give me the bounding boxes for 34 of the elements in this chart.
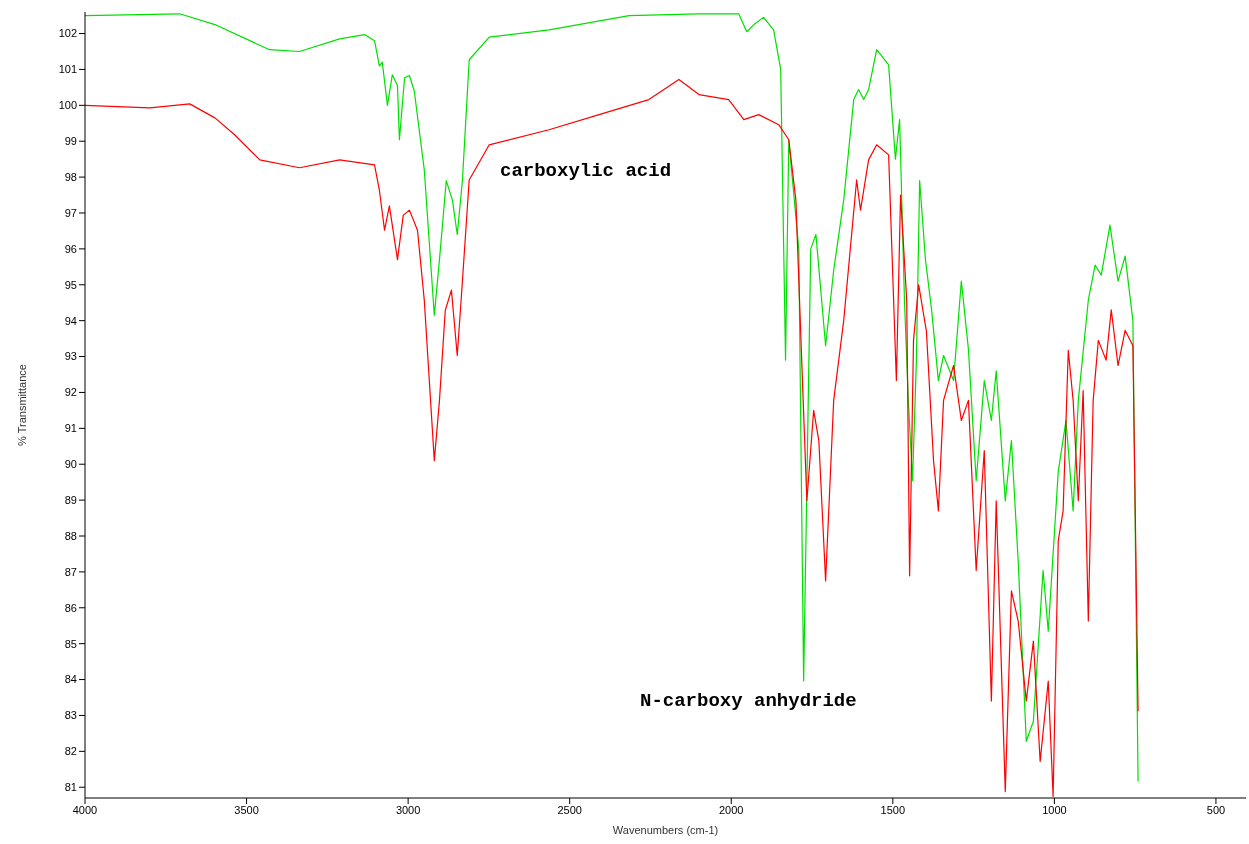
y-tick-label: 94 [64, 314, 77, 327]
y-tick-label: 93 [64, 350, 77, 363]
y-tick-label: 101 [58, 63, 77, 76]
annotation: N-carboxy anhydride [640, 690, 857, 712]
x-tick-label: 3500 [234, 803, 259, 816]
y-tick-label: 91 [64, 422, 77, 435]
x-tick-label: 1500 [880, 803, 906, 816]
y-tick-label: 84 [64, 673, 77, 686]
y-tick-label: 86 [64, 601, 77, 614]
x-tick-label: 2500 [557, 803, 582, 816]
x-tick-label: 1000 [1042, 803, 1067, 816]
x-tick-label: 500 [1206, 803, 1226, 816]
y-tick-label: 82 [64, 745, 77, 758]
y-tick-label: 99 [64, 135, 77, 148]
x-axis-title: Wavenumbers (cm-1) [612, 824, 719, 836]
y-tick-label: 96 [64, 242, 77, 255]
y-tick-label: 83 [64, 709, 77, 722]
annotation: carboxylic acid [500, 160, 672, 182]
y-tick-label: 81 [64, 781, 77, 794]
x-tick-label: 2000 [719, 803, 744, 816]
y-tick-label: 95 [64, 278, 77, 291]
y-tick-label: 87 [64, 565, 77, 578]
y-tick-label: 97 [64, 206, 77, 219]
y-tick-label: 92 [64, 386, 77, 399]
y-tick-label: 90 [64, 458, 77, 471]
y-tick-label: 98 [64, 171, 77, 183]
x-tick-label: 4000 [72, 803, 98, 816]
y-axis-title: % Transmittance [15, 364, 28, 446]
y-tick-label: 88 [64, 529, 77, 542]
x-tick-label: 3000 [395, 803, 421, 816]
y-tick-label: 102 [58, 27, 77, 40]
y-tick-label: 89 [64, 494, 77, 507]
y-tick-label: 85 [64, 637, 77, 650]
y-tick-label: 100 [58, 99, 77, 112]
